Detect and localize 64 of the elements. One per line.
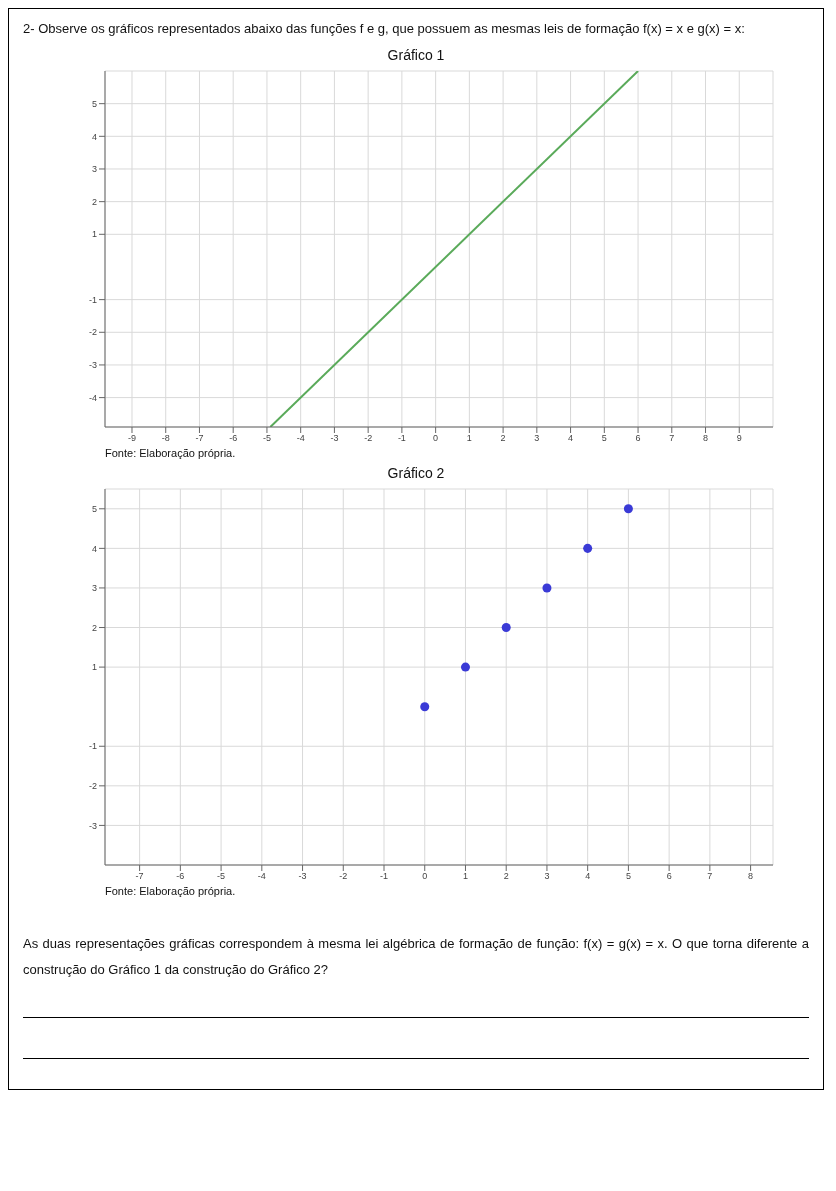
x-tick-label: 7	[669, 433, 675, 444]
y-tick-label: 3	[91, 583, 97, 594]
y-tick-label: 1	[91, 662, 97, 673]
y-tick-label: -3	[88, 360, 97, 371]
x-tick-label: -2	[364, 433, 373, 444]
x-tick-label: -2	[339, 871, 348, 882]
x-tick-label: 5	[601, 433, 607, 444]
y-tick-label: 3	[91, 164, 97, 175]
x-tick-label: 2	[500, 433, 506, 444]
point	[501, 623, 511, 633]
x-tick-label: -4	[257, 871, 266, 882]
source-note: Fonte: Elaboração própria.	[105, 447, 237, 459]
x-tick-label: -7	[135, 871, 144, 882]
x-tick-label: 2	[503, 871, 509, 882]
x-tick-label: 7	[707, 871, 713, 882]
x-tick-label: 6	[666, 871, 672, 882]
x-tick-label: -8	[161, 433, 170, 444]
point	[460, 662, 470, 672]
text: 2- Observe os gráficos representados abaixo das funções f e g, que possuem as mesmas leis de formação f(x) = x e g(x) = x:	[22, 20, 746, 38]
x-tick-label: 9	[736, 433, 742, 444]
x-tick-label: 3	[544, 871, 550, 882]
x-tick-label: 8	[703, 433, 709, 444]
x-tick-label: -3	[330, 433, 339, 444]
x-tick-label: -1	[380, 871, 389, 882]
x-tick-label: 0	[433, 433, 439, 444]
y-tick-label: -2	[88, 327, 97, 338]
y-tick-label: 5	[91, 503, 97, 514]
x-tick-label: 6	[635, 433, 641, 444]
point	[542, 583, 552, 593]
y-tick-label: 2	[91, 622, 97, 633]
x-tick-label: -4	[296, 433, 305, 444]
x-tick-label: 0	[422, 871, 428, 882]
point	[583, 543, 593, 553]
y-tick-label: 2	[91, 196, 97, 207]
y-tick-label: -3	[88, 820, 97, 831]
y-tick-label: -1	[88, 741, 97, 752]
x-tick-label: 1	[462, 871, 468, 882]
x-tick-label: -1	[397, 433, 406, 444]
x-tick-label: -7	[195, 433, 204, 444]
y-tick-label: 4	[91, 543, 97, 554]
x-tick-label: -5	[217, 871, 226, 882]
point	[623, 504, 633, 514]
y-tick-label: 1	[91, 229, 97, 240]
x-tick-label: -6	[176, 871, 185, 882]
point	[420, 702, 430, 712]
text: As duas representações gráficas correspondem à mesma lei algébrica de formação de função: f(x) = g(x) = x. O que torna diferente a construção do Gráfico 1 da construção do Gráfico 2?	[22, 935, 810, 979]
x-tick-label: 1	[466, 433, 472, 444]
x-tick-label: -3	[298, 871, 307, 882]
x-tick-label: -5	[262, 433, 271, 444]
x-tick-label: 4	[568, 433, 574, 444]
y-tick-label: -1	[88, 294, 97, 305]
x-tick-label: 4	[585, 871, 591, 882]
x-tick-label: 3	[534, 433, 540, 444]
y-tick-label: 4	[91, 131, 97, 142]
chart-title: Gráfico 1	[386, 47, 446, 63]
x-tick-label: 8	[748, 871, 754, 882]
y-tick-label: 5	[91, 98, 97, 109]
source-note: Fonte: Elaboração própria.	[105, 885, 237, 897]
chart-title: Gráfico 2	[386, 465, 446, 481]
x-tick-label: -6	[229, 433, 238, 444]
x-tick-label: 5	[625, 871, 631, 882]
y-tick-label: -4	[88, 392, 97, 403]
x-tick-label: -9	[127, 433, 136, 444]
y-tick-label: -2	[88, 781, 97, 792]
